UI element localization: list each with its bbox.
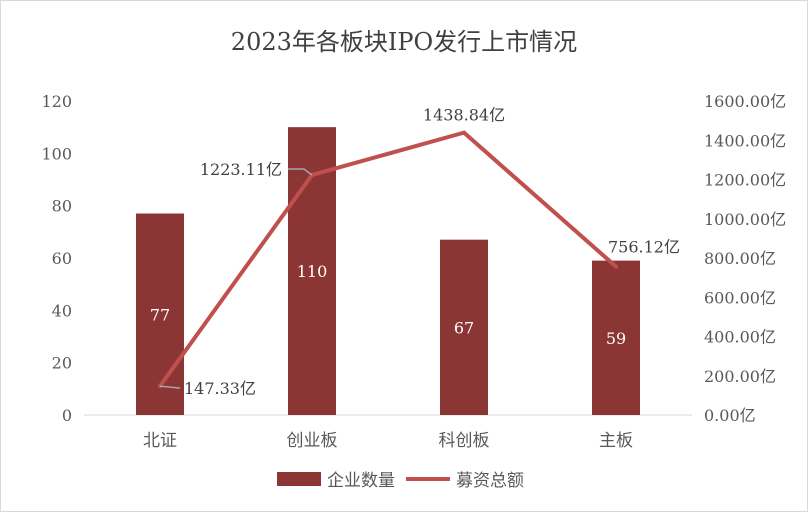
line-label-leader bbox=[288, 168, 313, 176]
left-tick-label: 20 bbox=[52, 354, 72, 373]
left-tick-label: 100 bbox=[41, 144, 72, 163]
bar-value-label: 67 bbox=[454, 318, 474, 337]
right-tick-label: 800.00亿 bbox=[704, 249, 776, 268]
category-label: 北证 bbox=[143, 431, 177, 451]
line-value-label: 756.12亿 bbox=[608, 238, 680, 257]
right-tick-label: 0.00亿 bbox=[704, 406, 756, 425]
legend: 企业数量 募资总额 bbox=[277, 471, 524, 491]
category-axis-labels: 北证 创业板 科创板 主板 bbox=[143, 431, 633, 451]
bar-data-labels: 77 110 67 59 bbox=[150, 262, 626, 348]
legend-swatch-bar bbox=[277, 472, 321, 486]
bar bbox=[136, 213, 184, 415]
line-point bbox=[614, 264, 618, 269]
right-tick-label: 1000.00亿 bbox=[704, 210, 786, 229]
left-tick-label: 60 bbox=[52, 249, 72, 268]
legend-label-bar: 企业数量 bbox=[327, 471, 395, 491]
right-tick-label: 1200.00亿 bbox=[704, 171, 786, 190]
left-tick-label: 40 bbox=[52, 301, 72, 320]
chart-title: 2023年各板块IPO发行上市情况 bbox=[231, 28, 577, 56]
line-data-labels: 147.33亿 1223.11亿 1438.84亿 756.12亿 bbox=[159, 106, 680, 398]
left-tick-label: 120 bbox=[41, 92, 72, 111]
line-point bbox=[462, 130, 466, 135]
bar bbox=[440, 239, 488, 415]
left-tick-label: 80 bbox=[52, 197, 72, 216]
left-axis: 0 20 40 60 80 100 120 bbox=[41, 92, 72, 425]
right-tick-label: 1600.00亿 bbox=[704, 92, 786, 111]
line-value-label: 1223.11亿 bbox=[200, 160, 282, 179]
left-tick-label: 0 bbox=[62, 406, 72, 425]
right-tick-label: 200.00亿 bbox=[704, 367, 776, 386]
legend-label-line: 募资总额 bbox=[456, 471, 524, 491]
line-value-label: 147.33亿 bbox=[184, 379, 256, 398]
bar-value-label: 110 bbox=[297, 262, 328, 281]
category-label: 创业板 bbox=[287, 431, 338, 451]
right-axis: 0.00亿 200.00亿 400.00亿 600.00亿 800.00亿 1000.00… bbox=[704, 92, 786, 425]
line-path bbox=[158, 130, 618, 389]
line-value-label: 1438.84亿 bbox=[423, 106, 505, 125]
bar-series bbox=[136, 127, 640, 416]
bar bbox=[592, 260, 640, 415]
bar-value-label: 77 bbox=[150, 305, 170, 324]
category-label: 科创板 bbox=[439, 431, 490, 451]
bar-value-label: 59 bbox=[606, 329, 626, 348]
line-label-leader bbox=[159, 385, 181, 389]
category-label: 主板 bbox=[599, 431, 633, 451]
right-tick-label: 400.00亿 bbox=[704, 328, 776, 347]
right-tick-label: 600.00亿 bbox=[704, 288, 776, 307]
right-tick-label: 1400.00亿 bbox=[704, 131, 786, 150]
